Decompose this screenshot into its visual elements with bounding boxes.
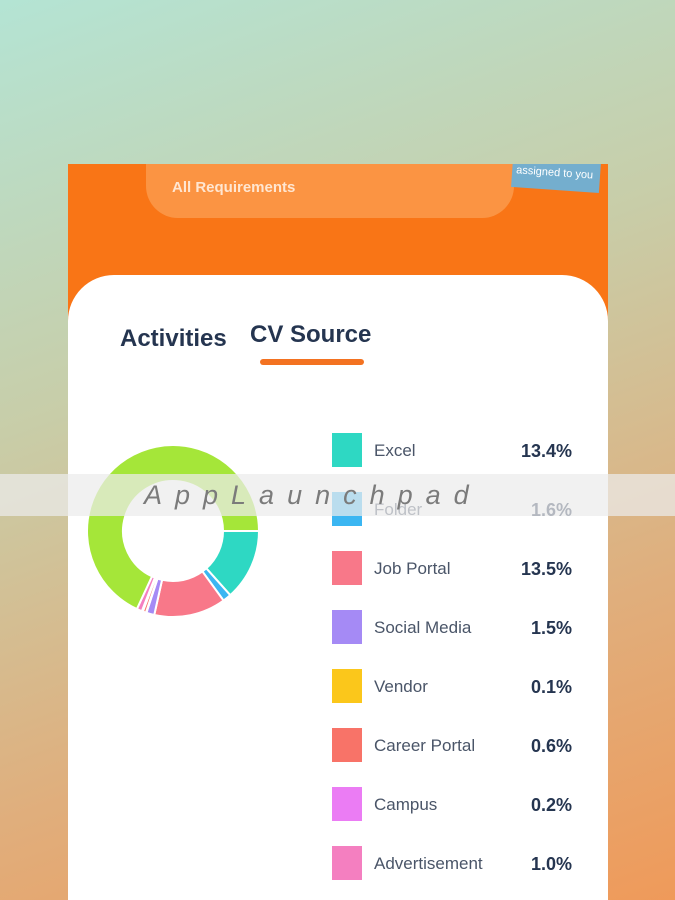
- legend-swatch: [332, 728, 362, 762]
- legend-label: Campus: [374, 795, 438, 814]
- legend-swatch: [332, 846, 362, 880]
- legend-value: 1.0%: [530, 854, 572, 874]
- legend-item: Excel 13.4%: [332, 433, 572, 469]
- legend-value: 13.5%: [520, 559, 572, 579]
- legend-label: Career Portal: [374, 736, 476, 755]
- legend-label: Social Media: [374, 618, 472, 637]
- legend-value: 1.5%: [530, 618, 572, 638]
- legend-swatch: [332, 433, 362, 467]
- legend-swatch: [332, 610, 362, 644]
- legend-item: Campus 0.2%: [332, 787, 572, 823]
- legend-item: Career Portal 0.6%: [332, 728, 572, 764]
- legend-item: Job Portal 13.5%: [332, 551, 572, 587]
- legend-value: 0.2%: [530, 795, 572, 815]
- legend-value: 13.4%: [520, 441, 572, 461]
- tab-cv-source[interactable]: CV Source: [250, 321, 372, 348]
- watermark-banner: AppLaunchpad: [0, 474, 675, 516]
- cv-source-donut-chart: [86, 444, 261, 618]
- tab-activities[interactable]: Activities: [120, 325, 227, 352]
- legend-value: 0.6%: [530, 736, 572, 756]
- legend-swatch: [332, 551, 362, 585]
- requirements-card-label: All Requirements: [172, 179, 296, 196]
- assigned-tag[interactable]: assigned to you: [511, 164, 601, 194]
- requirements-card[interactable]: All Requirements: [146, 164, 514, 218]
- legend-label: Job Portal: [374, 559, 451, 578]
- active-tab-indicator: [260, 359, 364, 365]
- app-screen: All Requirements assigned to you Activit…: [68, 164, 608, 900]
- legend-label: Advertisement: [374, 854, 483, 873]
- watermark-text: AppLaunchpad: [144, 480, 482, 510]
- legend-item: Social Media 1.5%: [332, 610, 572, 646]
- legend-swatch: [332, 787, 362, 821]
- legend-swatch: [332, 669, 362, 703]
- legend-item: Vendor 0.1%: [332, 669, 572, 705]
- legend-item: Advertisement 1.0%: [332, 846, 572, 882]
- legend-value: 0.1%: [530, 677, 572, 697]
- legend-label: Vendor: [374, 677, 428, 696]
- legend-label: Excel: [374, 441, 416, 460]
